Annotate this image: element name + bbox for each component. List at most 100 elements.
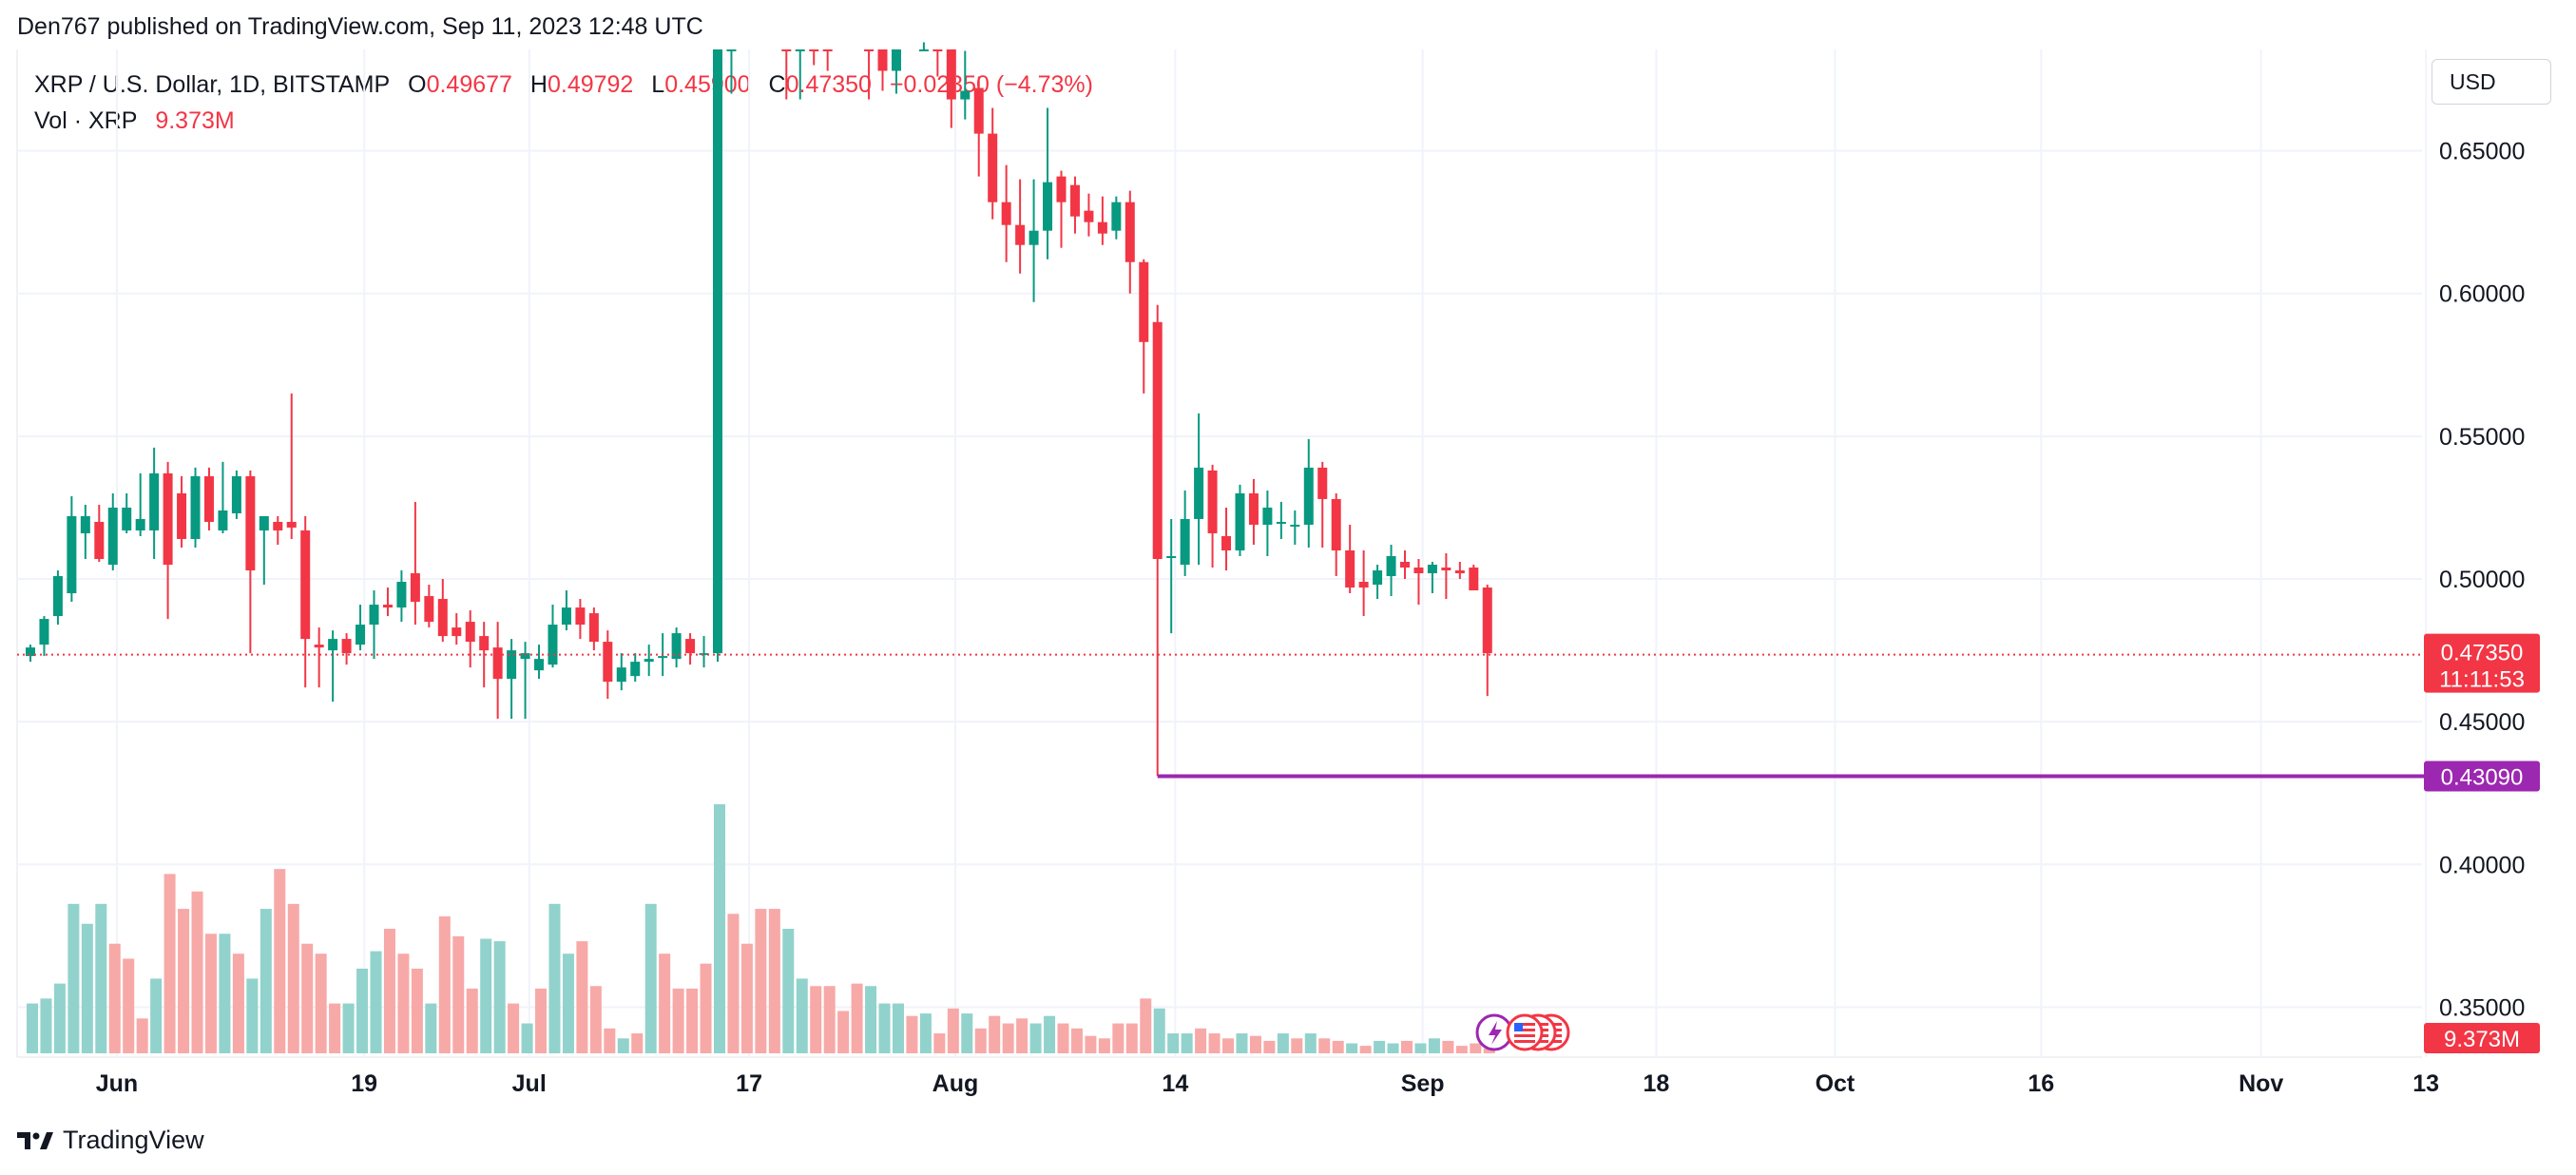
x-tick-label: 16: [2028, 1070, 2054, 1097]
y-tick-label: 0.50000: [2439, 567, 2525, 593]
volume-bar: [452, 935, 465, 1053]
volume-bar: [810, 986, 822, 1053]
candle-body: [1358, 582, 1369, 588]
volume-bar: [508, 1003, 520, 1053]
flag-stripe: [1514, 1040, 1535, 1043]
candle-body: [163, 472, 173, 566]
volume-bar: [287, 903, 299, 1053]
y-tick-label: 0.45000: [2439, 709, 2525, 736]
flag-stripe: [1514, 1029, 1535, 1031]
volume-bar: [136, 1018, 148, 1053]
volume-bar: [204, 934, 217, 1053]
tradingview-brand[interactable]: TradingView: [17, 1126, 204, 1155]
candle-body: [1166, 556, 1177, 559]
volume-bar: [329, 1003, 341, 1053]
x-tick-label: 13: [2413, 1070, 2439, 1097]
volume-bar: [1442, 1040, 1454, 1053]
volume-bar: [851, 983, 863, 1053]
volume-bar: [1125, 1023, 1138, 1053]
us-flag-icon: [1506, 1013, 1544, 1051]
low-value: 0.45900: [664, 71, 751, 98]
volume-bar: [191, 891, 203, 1053]
volume-bar: [631, 1033, 644, 1053]
candle-body: [1194, 467, 1204, 519]
publisher-line: Den767 published on TradingView.com, Sep…: [17, 13, 703, 40]
volume-bar: [397, 953, 410, 1053]
candle-body: [1469, 568, 1479, 591]
volume-bar: [1222, 1038, 1235, 1053]
volume-bar: [714, 804, 725, 1053]
lightning-bolt-icon: [1489, 1021, 1502, 1045]
volume-bar: [1181, 1033, 1193, 1053]
volume-bar: [493, 941, 506, 1053]
candle-body: [1441, 568, 1451, 571]
x-tick-label: Aug: [932, 1070, 979, 1097]
candle-body: [341, 639, 352, 654]
volume-bar: [1263, 1040, 1276, 1053]
candle-body: [822, 49, 833, 51]
candle-body: [726, 49, 737, 51]
candle-body: [1180, 518, 1190, 566]
volume-bar: [1016, 1018, 1028, 1053]
currency-button[interactable]: USD: [2432, 59, 2551, 105]
volume-bar: [1057, 1023, 1069, 1053]
high-value: 0.49792: [547, 71, 634, 98]
volume-bar: [768, 909, 780, 1053]
y-tick-label: 0.65000: [2439, 139, 2525, 165]
candle-body: [1235, 492, 1245, 550]
candle-body: [410, 573, 420, 603]
symbol-label[interactable]: XRP / U.S. Dollar, 1D, BITSTAMP: [34, 71, 391, 98]
volume-bar: [53, 983, 66, 1053]
volume-bar: [1112, 1023, 1125, 1053]
volume-bar: [1455, 1046, 1468, 1053]
volume-bar: [892, 1003, 904, 1053]
volume-bar: [108, 943, 121, 1053]
volume-bar: [81, 923, 93, 1053]
candle-body: [575, 607, 586, 626]
candle-body: [1413, 568, 1424, 574]
candle-body: [492, 647, 503, 680]
candle-body: [203, 475, 214, 522]
volume-bar: [1304, 1033, 1317, 1053]
volume-bar: [1346, 1043, 1358, 1053]
candle-body: [1015, 224, 1026, 245]
candle-body: [80, 515, 90, 533]
volume-bar: [301, 943, 314, 1053]
candle-body: [273, 521, 283, 530]
candle-body: [231, 475, 241, 513]
candle-body: [1248, 492, 1259, 525]
candle-body: [1152, 321, 1163, 560]
candle-body: [1125, 202, 1135, 262]
event-markers[interactable]: [1475, 1013, 1570, 1051]
volume-bar: [246, 978, 259, 1053]
volume-bar: [974, 1028, 987, 1053]
candle-body: [259, 515, 269, 530]
candle-body: [809, 49, 819, 51]
candle-body: [1427, 565, 1437, 574]
volume-bar: [1359, 1046, 1372, 1053]
x-tick-label: Jun: [96, 1070, 138, 1097]
volume-bar: [837, 1011, 850, 1053]
candle-body: [424, 596, 434, 623]
candle-body: [973, 87, 984, 134]
x-tick-label: Jul: [512, 1070, 547, 1097]
volume-bar: [1470, 1043, 1482, 1053]
volume-label[interactable]: Vol · XRP: [34, 107, 138, 134]
volume-badge-label: 9.373M: [2444, 1027, 2520, 1052]
candle-body: [1028, 230, 1039, 245]
candle-body: [932, 49, 943, 51]
candle-body: [1043, 182, 1053, 231]
volume-bar: [562, 953, 574, 1053]
candle-body: [795, 49, 805, 51]
volume-bar: [947, 1008, 959, 1053]
candle-body: [190, 475, 201, 539]
volume-bar: [1002, 1023, 1014, 1053]
candle-body: [1097, 222, 1107, 234]
volume-bar: [1153, 1008, 1165, 1053]
legend-volume-row: Vol · XRP 9.373M: [34, 103, 1093, 139]
volume-bar: [232, 953, 244, 1053]
candle-body: [1262, 507, 1273, 525]
candle-body: [149, 472, 160, 530]
volume-bar: [1098, 1038, 1110, 1053]
